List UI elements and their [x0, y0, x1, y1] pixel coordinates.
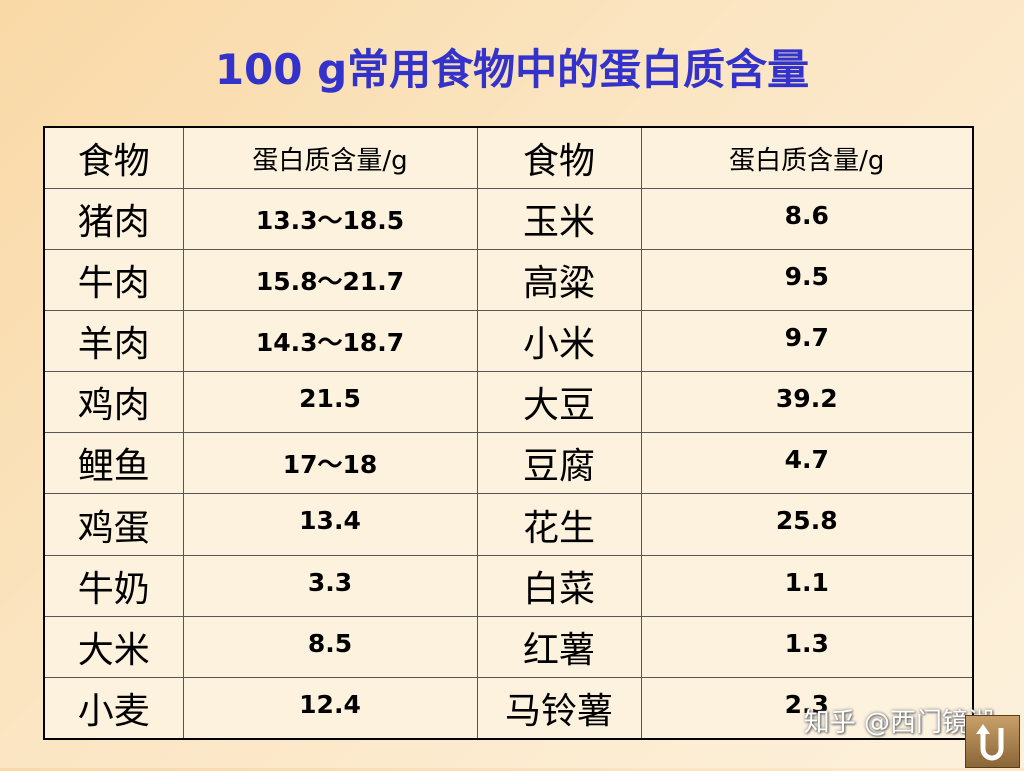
table-row: 鸡肉 21.5 大豆 39.2 — [43, 371, 974, 434]
protein-cell: 2.3 — [640, 676, 974, 740]
table-row: 羊肉 14.3～18.7 小米 9.7 — [43, 310, 974, 373]
column-header: 食物 — [43, 126, 184, 189]
protein-cell: 1.3 — [640, 615, 974, 678]
protein-cell: 9.5 — [640, 249, 974, 312]
table-row: 牛奶 3.3 白菜 1.1 — [43, 554, 974, 617]
protein-cell: 12.4 — [182, 676, 478, 740]
food-cell: 小麦 — [43, 676, 184, 740]
table-row: 鸡蛋 13.4 花生 25.8 — [43, 493, 974, 556]
column-header: 蛋白质含量/g — [640, 126, 974, 189]
food-cell: 鸡蛋 — [43, 493, 184, 556]
protein-cell: 17～18 — [182, 432, 478, 495]
table-row: 鲤鱼 17～18 豆腐 4.7 — [43, 432, 974, 495]
return-icon — [976, 724, 1004, 761]
protein-cell: 8.5 — [182, 615, 478, 678]
food-cell: 花生 — [476, 493, 642, 556]
food-cell: 鸡肉 — [43, 371, 184, 434]
food-cell: 红薯 — [476, 615, 642, 678]
table-row: 牛肉 15.8～21.7 高粱 9.5 — [43, 249, 974, 312]
food-cell: 大豆 — [476, 371, 642, 434]
food-cell: 牛肉 — [43, 249, 184, 312]
table-row: 小麦 12.4 马铃薯 2.3 — [43, 676, 974, 740]
food-cell: 羊肉 — [43, 310, 184, 373]
protein-cell: 13.3～18.5 — [182, 187, 478, 251]
protein-table: 食物 蛋白质含量/g 食物 蛋白质含量/g 猪肉 13.3～18.5 玉米 8.6 牛肉 15.8… — [43, 126, 974, 740]
protein-cell: 9.7 — [640, 310, 974, 373]
food-cell: 牛奶 — [43, 554, 184, 617]
header-row: 食物 蛋白质含量/g 食物 蛋白质含量/g — [43, 126, 974, 189]
watermark: 知乎 @西门镜湖 — [803, 708, 994, 738]
protein-cell: 1.1 — [640, 554, 974, 617]
title: 100 g常用食物中的蛋白质含量 — [214, 45, 810, 94]
table-row: 大米 8.5 红薯 1.3 — [43, 615, 974, 678]
food-cell: 鲤鱼 — [43, 432, 184, 495]
food-cell: 小米 — [476, 310, 642, 373]
protein-cell: 25.8 — [640, 493, 974, 556]
protein-cell: 15.8～21.7 — [182, 249, 478, 312]
protein-cell: 4.7 — [640, 432, 974, 495]
food-cell: 马铃薯 — [476, 676, 642, 740]
food-cell: 玉米 — [476, 187, 642, 251]
food-cell: 猪肉 — [43, 187, 184, 251]
protein-cell: 13.4 — [182, 493, 478, 556]
protein-cell: 39.2 — [640, 371, 974, 434]
return-button[interactable] — [965, 715, 1020, 768]
food-cell: 白菜 — [476, 554, 642, 617]
food-cell: 大米 — [43, 615, 184, 678]
column-header: 食物 — [476, 126, 642, 189]
food-cell: 豆腐 — [476, 432, 642, 495]
protein-cell: 8.6 — [640, 187, 974, 251]
column-header: 蛋白质含量/g — [182, 126, 478, 189]
protein-cell: 14.3～18.7 — [182, 310, 478, 373]
food-cell: 高粱 — [476, 249, 642, 312]
protein-cell: 3.3 — [182, 554, 478, 617]
table-row: 猪肉 13.3～18.5 玉米 8.6 — [43, 187, 974, 251]
protein-cell: 21.5 — [182, 371, 478, 434]
